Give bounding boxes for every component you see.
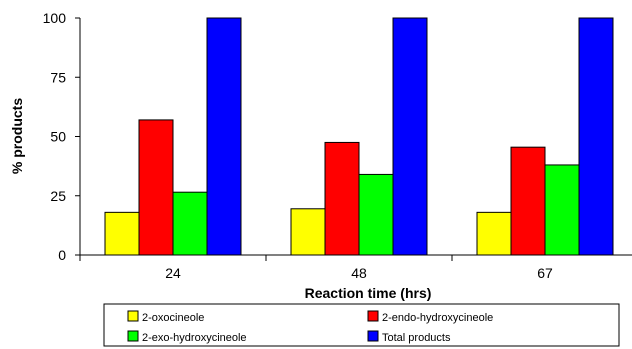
y-tick-label: 25 [50, 188, 66, 204]
legend-label: 2-endo-hydroxycineole [382, 312, 493, 324]
bar-2-oxocineole-48 [290, 208, 326, 256]
bar-2-exo-hydroxycineole-48 [358, 173, 394, 256]
x-ticks-group: 24 48 67 [79, 255, 553, 281]
bar-2-endo-hydroxycineole-24 [138, 119, 174, 256]
bar-2-endo-hydroxycineole-48 [324, 141, 360, 256]
legend-label: Total products [382, 332, 451, 344]
y-tick-label: 100 [43, 10, 67, 26]
y-tick-label: 75 [50, 69, 66, 85]
legend-box [103, 303, 620, 347]
legend-swatch-2-oxocineole [127, 310, 139, 322]
y-tick-label: 50 [50, 129, 66, 145]
y-tick-label: 0 [58, 247, 66, 263]
bar-2-exo-hydroxycineole-67 [544, 164, 580, 256]
bar-2-oxocineole-67 [476, 211, 512, 256]
bar-total-products-67 [578, 17, 614, 256]
bar-2-oxocineole-24 [104, 211, 140, 256]
legend-swatch-2-endo-hydroxycineole [367, 310, 379, 322]
y-ticks-group: 0 25 50 75 100 [43, 10, 80, 263]
legend-items: 2-oxocineole 2-endo-hydroxycineole 2-exo-h… [127, 310, 493, 344]
bar-2-endo-hydroxycineole-67 [510, 146, 546, 256]
legend: 2-oxocineole 2-endo-hydroxycineole 2-exo-h… [103, 303, 620, 347]
bar-2-exo-hydroxycineole-24 [172, 191, 208, 256]
x-tick-label: 67 [537, 265, 553, 281]
legend-swatch-total-products [367, 330, 379, 342]
x-tick-label: 24 [165, 265, 181, 281]
bar-total-products-24 [206, 17, 242, 256]
bars-group [104, 17, 614, 256]
x-axis-title: Reaction time (hrs) [305, 285, 432, 301]
y-axis-title: % products [9, 98, 25, 174]
x-tick-label: 48 [351, 265, 367, 281]
legend-label: 2-exo-hydroxycineole [142, 332, 247, 344]
bar-total-products-48 [392, 17, 428, 256]
legend-label: 2-oxocineole [142, 312, 204, 324]
legend-swatch-2-exo-hydroxycineole [127, 330, 139, 342]
